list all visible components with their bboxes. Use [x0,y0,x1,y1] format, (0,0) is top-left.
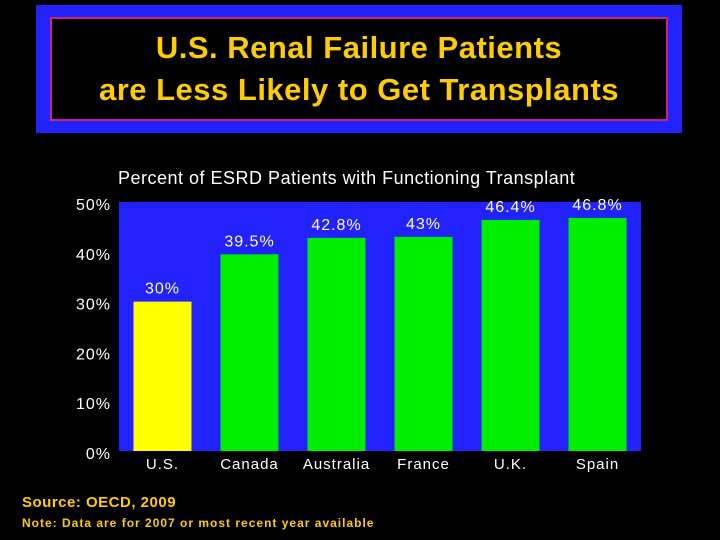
x-tick-label: France [397,456,450,473]
y-tick-label: 30% [76,297,111,314]
bar [394,236,453,451]
data-label: 46.4% [485,199,535,216]
plot-area [119,202,641,451]
slide-title-line-2: are Less Likely to Get Transplants [98,72,620,107]
source-note: Source: OECD, 2009 [22,494,177,511]
slide-title-line-1: U.S. Renal Failure Patients [155,30,563,65]
x-tick-label: U.K. [494,456,527,473]
y-tick-label: 20% [76,346,111,363]
bar [568,217,627,451]
data-label: 30% [145,281,180,298]
y-tick-label: 0% [86,446,111,463]
y-tick-label: 40% [76,247,111,264]
chart-title: Percent of ESRD Patients with Functionin… [118,168,576,188]
title-box: U.S. Renal Failure Patients are Less Lik… [50,17,668,121]
data-label: 39.5% [224,233,274,250]
y-tick-label: 50% [76,197,111,214]
bar [307,237,366,451]
x-tick-label: Spain [576,456,619,473]
bar [133,301,192,451]
y-tick-label: 10% [76,396,111,413]
x-tick-label: U.S. [146,456,179,473]
x-tick-label: Canada [220,456,279,473]
footnote: Note: Data are for 2007 or most recent y… [22,516,375,530]
x-tick-label: Australia [303,456,370,473]
data-label: 43% [406,216,441,233]
data-label: 46.8% [572,197,622,214]
bar [481,219,540,451]
bar [220,254,279,451]
data-label: 42.8% [311,217,361,234]
title-frame: U.S. Renal Failure Patients are Less Lik… [36,5,682,133]
